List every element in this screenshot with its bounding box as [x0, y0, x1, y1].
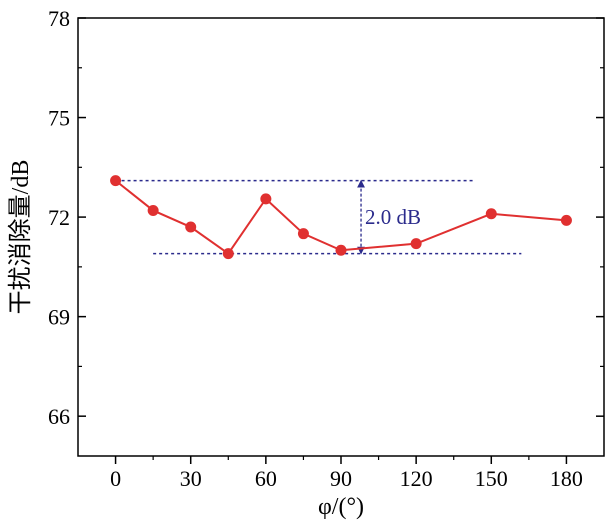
- annotations: 2.0 dB: [115, 179, 522, 255]
- data-point: [335, 244, 347, 256]
- data-point: [185, 221, 197, 233]
- x-axis-title: φ/(°): [318, 494, 364, 520]
- data-point: [485, 208, 497, 220]
- data-point: [297, 228, 309, 240]
- x-axis: 0 30 60 90 120 150 180: [110, 456, 583, 491]
- difference-label: 2.0 dB: [365, 205, 421, 229]
- y-tick-label: 78: [48, 6, 70, 31]
- y-axis: 66 69 72 75 78: [48, 6, 604, 429]
- plot-frame: [77, 17, 605, 457]
- y-axis-title: 干扰消除量/dB: [7, 160, 34, 315]
- data-point: [560, 214, 572, 226]
- data-point: [147, 204, 159, 216]
- y-tick-label: 72: [48, 205, 70, 230]
- x-tick-label: 180: [550, 466, 583, 491]
- x-tick-label: 150: [475, 466, 508, 491]
- y-tick-label: 75: [48, 106, 70, 131]
- data-point: [260, 193, 272, 205]
- data-point: [110, 175, 122, 187]
- x-tick-label: 30: [180, 466, 202, 491]
- x-tick-label: 0: [110, 466, 121, 491]
- series-group: [110, 175, 572, 260]
- y-tick-label: 69: [48, 305, 70, 330]
- x-tick-label: 120: [400, 466, 433, 491]
- y-tick-label: 66: [48, 404, 70, 429]
- series-line: [114, 179, 567, 255]
- x-tick-label: 60: [255, 466, 277, 491]
- x-tick-label: 90: [330, 466, 352, 491]
- data-point: [222, 248, 234, 260]
- data-point: [410, 238, 422, 250]
